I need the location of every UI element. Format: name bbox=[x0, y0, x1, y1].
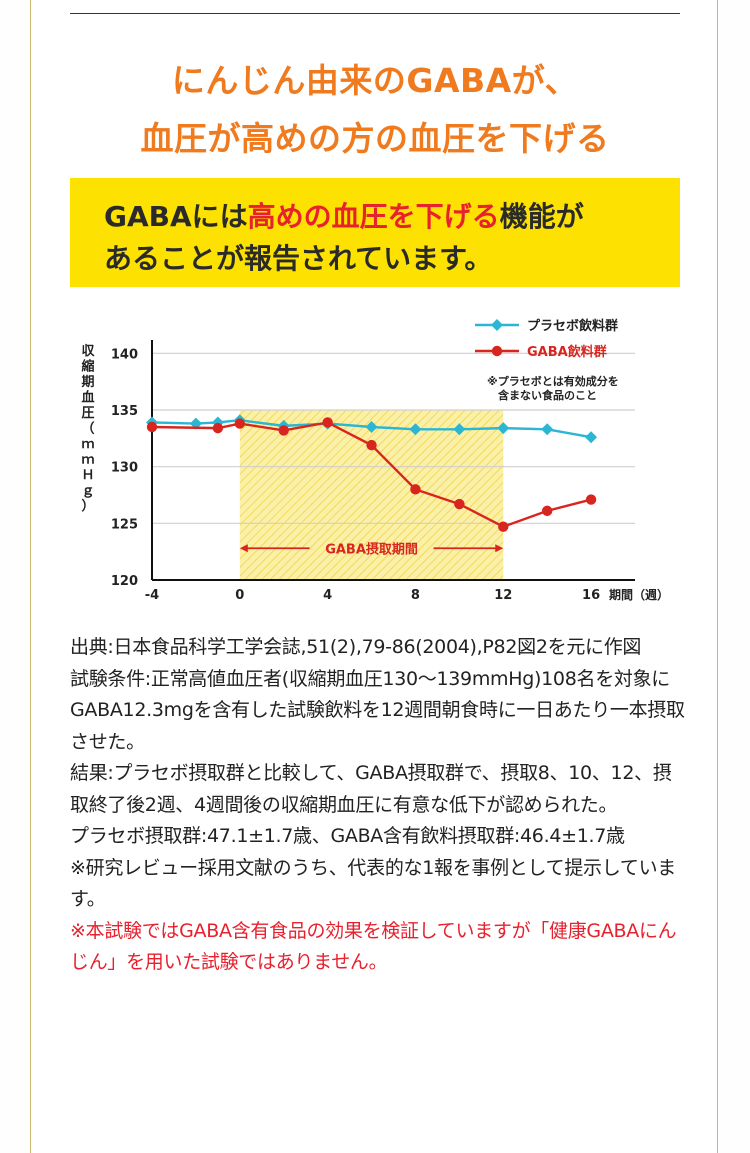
y-tick-label: 120 bbox=[111, 574, 138, 589]
data-point bbox=[541, 505, 553, 517]
legend-note: ※プラセボとは有効成分を bbox=[487, 374, 619, 388]
claim-line-1: GABAには高めの血圧を下げる機能が bbox=[104, 196, 680, 238]
data-point bbox=[498, 521, 509, 532]
legend-label: プラセボ飲料群 bbox=[527, 318, 618, 334]
y-tick-label: 125 bbox=[111, 517, 138, 532]
data-point bbox=[234, 418, 246, 429]
data-point bbox=[497, 422, 510, 435]
note-ages: プラセボ摂取群:47.1±1.7歳、GABA含有飲料摂取群:46.4±1.7歳 bbox=[70, 825, 625, 847]
page-title-line-2: 血圧が高めの方の血圧を下げる bbox=[140, 119, 610, 158]
x-tick-label: 12 bbox=[494, 588, 512, 603]
x-tick-label: 4 bbox=[323, 588, 332, 603]
claim-banner: GABAには高めの血圧を下げる機能が あることが報告されています。 bbox=[70, 178, 680, 287]
data-point bbox=[454, 498, 465, 510]
claim-pre: GABAには bbox=[104, 200, 248, 233]
data-point bbox=[211, 416, 224, 429]
period-arrowhead-left bbox=[239, 544, 248, 553]
data-point bbox=[146, 421, 158, 433]
page-title: にんじん由来のGABAが、 血圧が高めの方の血圧を下げる bbox=[70, 52, 680, 168]
legend-note: 含まない食品のこと bbox=[497, 388, 597, 402]
x-axis-label: 期間（週） bbox=[609, 587, 669, 602]
legend-marker bbox=[491, 319, 503, 331]
data-point bbox=[541, 423, 554, 436]
y-tick-label: 130 bbox=[111, 461, 138, 476]
data-point bbox=[365, 421, 378, 433]
note-conditions: 試験条件:正常高値血圧者(収縮期血圧130～139mmHg)108名を対象にGA… bbox=[70, 667, 685, 753]
data-point bbox=[278, 425, 289, 436]
data-point bbox=[322, 417, 333, 428]
claim-post: 機能が bbox=[499, 200, 584, 233]
legend-label: GABA飲料群 bbox=[527, 344, 607, 360]
data-point bbox=[409, 423, 422, 436]
chart-svg: 120 125 130 135 140 -4 0 4 8 12 16 期間（週） 収縮期血圧（ｍｍＨｇ）… bbox=[81, 318, 669, 603]
gaba-period-region bbox=[239, 410, 504, 580]
period-arrowhead-right bbox=[495, 544, 504, 553]
claim-line-2: あることが報告されています。 bbox=[104, 242, 493, 275]
legend-marker bbox=[491, 345, 503, 357]
period-label: GABA摂取期間 bbox=[325, 541, 418, 557]
y-tick-label: 140 bbox=[111, 347, 138, 362]
data-point bbox=[366, 439, 377, 451]
data-point bbox=[410, 484, 421, 495]
data-point bbox=[212, 422, 224, 434]
study-notes: 出典:日本食品科学工学会誌,51(2),79-86(2004),P82図2を元に… bbox=[70, 632, 685, 979]
page-title-line-1: にんじん由来のGABAが、 bbox=[171, 61, 579, 100]
claim-highlight: 高めの血圧を下げる bbox=[247, 200, 500, 233]
data-point bbox=[453, 423, 466, 436]
divider bbox=[70, 13, 680, 14]
note-disclaimer: ※本試験ではGABA含有食品の効果を検証していますが「健康GABAにんじん」を用… bbox=[70, 919, 677, 974]
data-point bbox=[585, 494, 597, 505]
note-source: 出典:日本食品科学工学会誌,51(2),79-86(2004),P82図2を元に… bbox=[70, 636, 642, 658]
note-review: ※研究レビュー採用文献のうち、代表的な1報を事例として提示しています。 bbox=[70, 856, 676, 911]
blood-pressure-chart: 120 125 130 135 140 -4 0 4 8 12 16 期間（週） 収縮期血圧（ｍｍＨｇ）… bbox=[70, 287, 680, 615]
x-tick-label: 0 bbox=[235, 588, 244, 603]
y-axis-label: 収縮期血圧（ｍｍＨｇ） bbox=[81, 344, 95, 514]
data-point bbox=[585, 431, 598, 444]
y-tick-label: 135 bbox=[111, 404, 138, 419]
x-tick-label: 16 bbox=[582, 588, 600, 603]
note-result: 結果:プラセボ摂取群と比較して、GABA摂取群で、摂取8、10、12、摂取終了後… bbox=[70, 762, 672, 816]
x-tick-label: 8 bbox=[411, 588, 420, 603]
x-tick-label: -4 bbox=[145, 588, 159, 603]
